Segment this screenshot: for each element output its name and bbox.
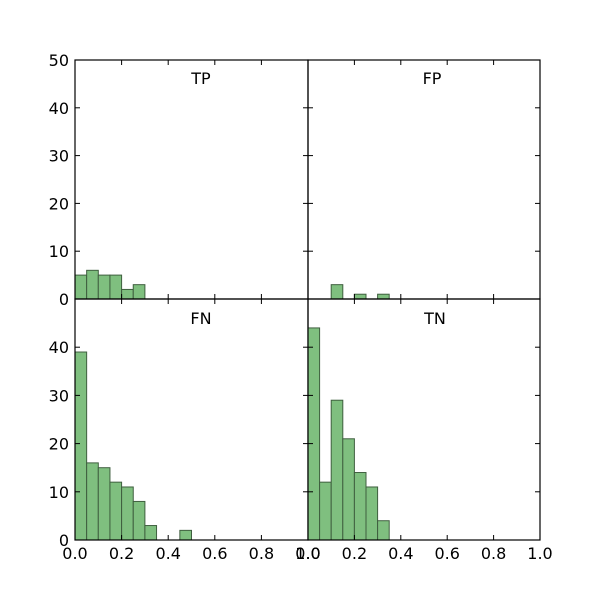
histogram-bar (179, 529, 193, 541)
y-tick-label: 0 (59, 290, 69, 309)
panel-tp-title: TP (190, 69, 211, 88)
y-tick-label: 30 (49, 147, 69, 166)
y-tick-label: 10 (49, 242, 69, 261)
x-tick-label: 0.8 (481, 544, 506, 563)
histogram-bar (377, 293, 390, 300)
histogram-bar (365, 486, 379, 541)
y-tick-label: 20 (49, 435, 69, 454)
y-tick-label: 40 (49, 99, 69, 118)
panel-tn-title: TN (423, 309, 446, 328)
x-tick-label: 0.0 (295, 544, 320, 563)
x-tick-label: 0.6 (202, 544, 227, 563)
y-tick-label: 20 (49, 194, 69, 213)
histogram-bar (353, 293, 367, 300)
histogram-bar (342, 438, 355, 541)
x-tick-label: 0.8 (249, 544, 274, 563)
panel-tn: TN (307, 298, 541, 541)
panel-fn-title: FN (190, 309, 211, 328)
y-tick-label: 10 (49, 483, 69, 502)
y-tick-label: 40 (49, 338, 69, 357)
y-tick-label: 0 (59, 531, 69, 550)
histogram-bar (307, 327, 321, 541)
x-tick-label: 0.4 (155, 544, 180, 563)
x-tick-label: 1.0 (295, 544, 320, 563)
histogram-bar (74, 351, 88, 541)
histogram-bar (121, 486, 134, 541)
histogram-bar (86, 462, 99, 541)
x-tick-label: 0.0 (62, 544, 87, 563)
histogram-bar (97, 467, 111, 541)
histogram-bar (121, 288, 134, 300)
x-tick-label: 1.0 (527, 544, 552, 563)
histogram-bar (86, 269, 99, 300)
histogram-bar (74, 274, 88, 300)
histogram-bar (330, 399, 344, 541)
panel-tn-frame (307, 298, 541, 541)
y-tick-label: 50 (49, 51, 69, 70)
histogram-bar (97, 274, 111, 300)
x-tick-label: 0.4 (388, 544, 413, 563)
histogram-bar (109, 274, 123, 300)
histogram-bar (330, 284, 344, 300)
histogram-bar (132, 284, 146, 300)
x-tick-label: 0.2 (109, 544, 134, 563)
histogram-bar (377, 520, 390, 541)
x-tick-label: 0.2 (342, 544, 367, 563)
histogram-bar (319, 481, 332, 541)
y-tick-label: 30 (49, 386, 69, 405)
x-tick-label: 0.6 (434, 544, 459, 563)
panel-fp-title: FP (423, 69, 442, 88)
histogram-bar (132, 500, 146, 541)
histogram-bar (109, 481, 123, 541)
histogram-bar (353, 472, 367, 541)
histogram-bar (144, 525, 158, 541)
